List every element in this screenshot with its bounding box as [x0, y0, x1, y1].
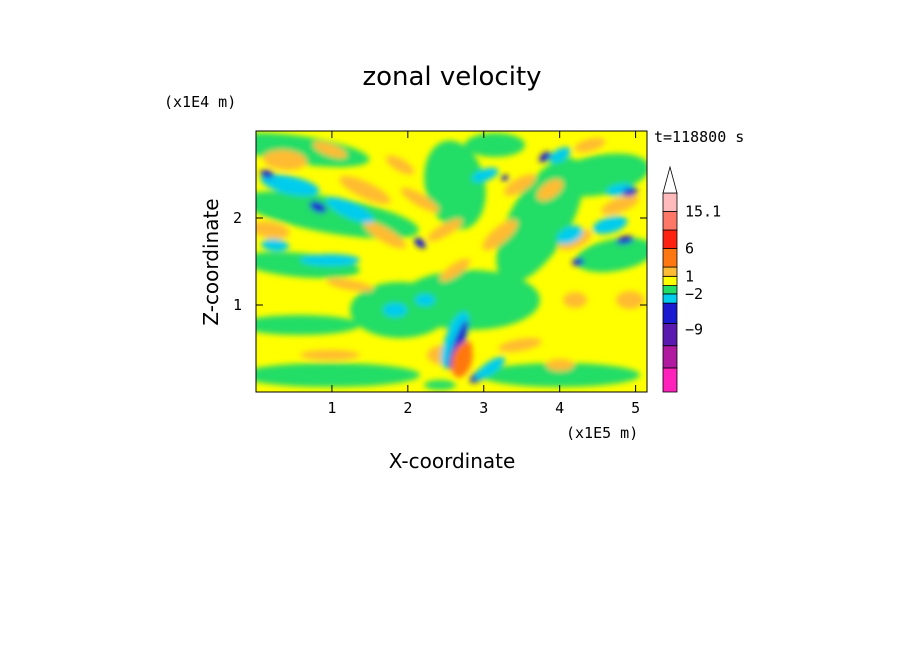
wave-core-orange [451, 342, 473, 378]
colorbar-label: −2 [685, 285, 703, 303]
cyan-band [556, 225, 584, 245]
colorbar-swatch [662, 323, 678, 347]
orange-ribbon [616, 291, 644, 309]
colorbar-overflow-triangle [662, 165, 678, 194]
x-tick-label: 3 [479, 399, 488, 417]
blue-core [539, 151, 551, 163]
x-tick-label: 4 [555, 399, 564, 417]
colorbar-label: 15.1 [685, 203, 721, 221]
y-axis: 12 [233, 209, 647, 314]
orange-ribbon [574, 137, 606, 153]
orange-ribbon [385, 155, 415, 175]
y-axis-label: Z-coordinate [199, 198, 223, 325]
y-tick-label: 2 [233, 209, 242, 227]
cyan-band [415, 294, 435, 306]
green-band [465, 133, 525, 157]
orange-ribbon [482, 219, 518, 251]
colorbar-swatch [662, 211, 678, 231]
orange-ribbon [498, 337, 542, 353]
colorbar-swatch [662, 367, 678, 393]
blue-core [414, 237, 426, 249]
x-tick-label: 5 [631, 399, 640, 417]
green-band [480, 363, 640, 387]
orange-ribbon [427, 218, 463, 242]
blue-core [501, 175, 509, 181]
y-unit-label: (x1E4 m) [164, 93, 236, 111]
blue-core [572, 257, 584, 267]
colorbar-swatch [662, 192, 678, 212]
orange-ribbon [546, 359, 574, 371]
green-band [256, 133, 370, 167]
field-features [256, 133, 647, 390]
orange-ribbon [256, 221, 290, 239]
orange-ribbon [339, 176, 391, 204]
wave-core-cyan [474, 356, 506, 380]
orange-ribbon [363, 221, 407, 249]
cyan-band [383, 303, 407, 317]
x-unit-label: (x1E5 m) [566, 424, 638, 442]
green-band [424, 140, 486, 230]
cyan-band [260, 174, 320, 196]
blue-core [260, 169, 274, 179]
cyan-band [300, 254, 360, 266]
colorbar-label: 1 [685, 267, 694, 285]
plot-frame [255, 130, 648, 393]
colorbar-swatch [662, 248, 678, 268]
colorbar-swatch [662, 293, 678, 304]
orange-ribbon [601, 195, 639, 215]
colorbar-swatch [662, 345, 678, 369]
x-axis-label: X-coordinate [389, 449, 516, 473]
cyan-band [261, 238, 289, 252]
colorbar-swatch [662, 266, 678, 277]
blue-core [622, 187, 638, 197]
blue-core [616, 235, 634, 245]
cyan-band [471, 167, 499, 183]
orange-ribbon [439, 258, 471, 282]
green-band [256, 315, 360, 335]
colorbar: 15.1 6 1−2 −9 [662, 165, 721, 393]
x-axis: 1 2 3 4 5 [327, 131, 640, 417]
colorbar-swatch [662, 229, 678, 249]
contour-field [256, 131, 647, 392]
x-tick-label: 2 [403, 399, 412, 417]
green-band [575, 237, 647, 273]
orange-ribbon [263, 149, 307, 171]
time-label: t=118800 s [654, 128, 744, 146]
colorbar-swatch [662, 285, 678, 295]
green-band [256, 363, 420, 387]
blue-core [309, 201, 327, 213]
x-tick-label: 1 [327, 399, 336, 417]
orange-ribbon [504, 174, 536, 196]
orange-ribbon [563, 292, 587, 308]
orange-ribbon [536, 179, 564, 201]
wave-core-green [424, 380, 456, 390]
cyan-band [326, 196, 374, 224]
colorbar-label: 6 [685, 240, 694, 258]
orange-ribbon [300, 350, 360, 360]
orange-ribbon [312, 141, 348, 159]
cyan-band [549, 147, 571, 163]
orange-ribbon [400, 187, 440, 213]
cyan-band [592, 215, 628, 235]
colorbar-swatch [662, 302, 678, 324]
colorbar-swatch [662, 275, 678, 286]
chart-title: zonal velocity [362, 62, 541, 92]
green-band [400, 270, 540, 330]
orange-ribbon [326, 278, 374, 292]
colorbar-label: −9 [685, 321, 703, 339]
y-tick-label: 1 [233, 296, 242, 314]
